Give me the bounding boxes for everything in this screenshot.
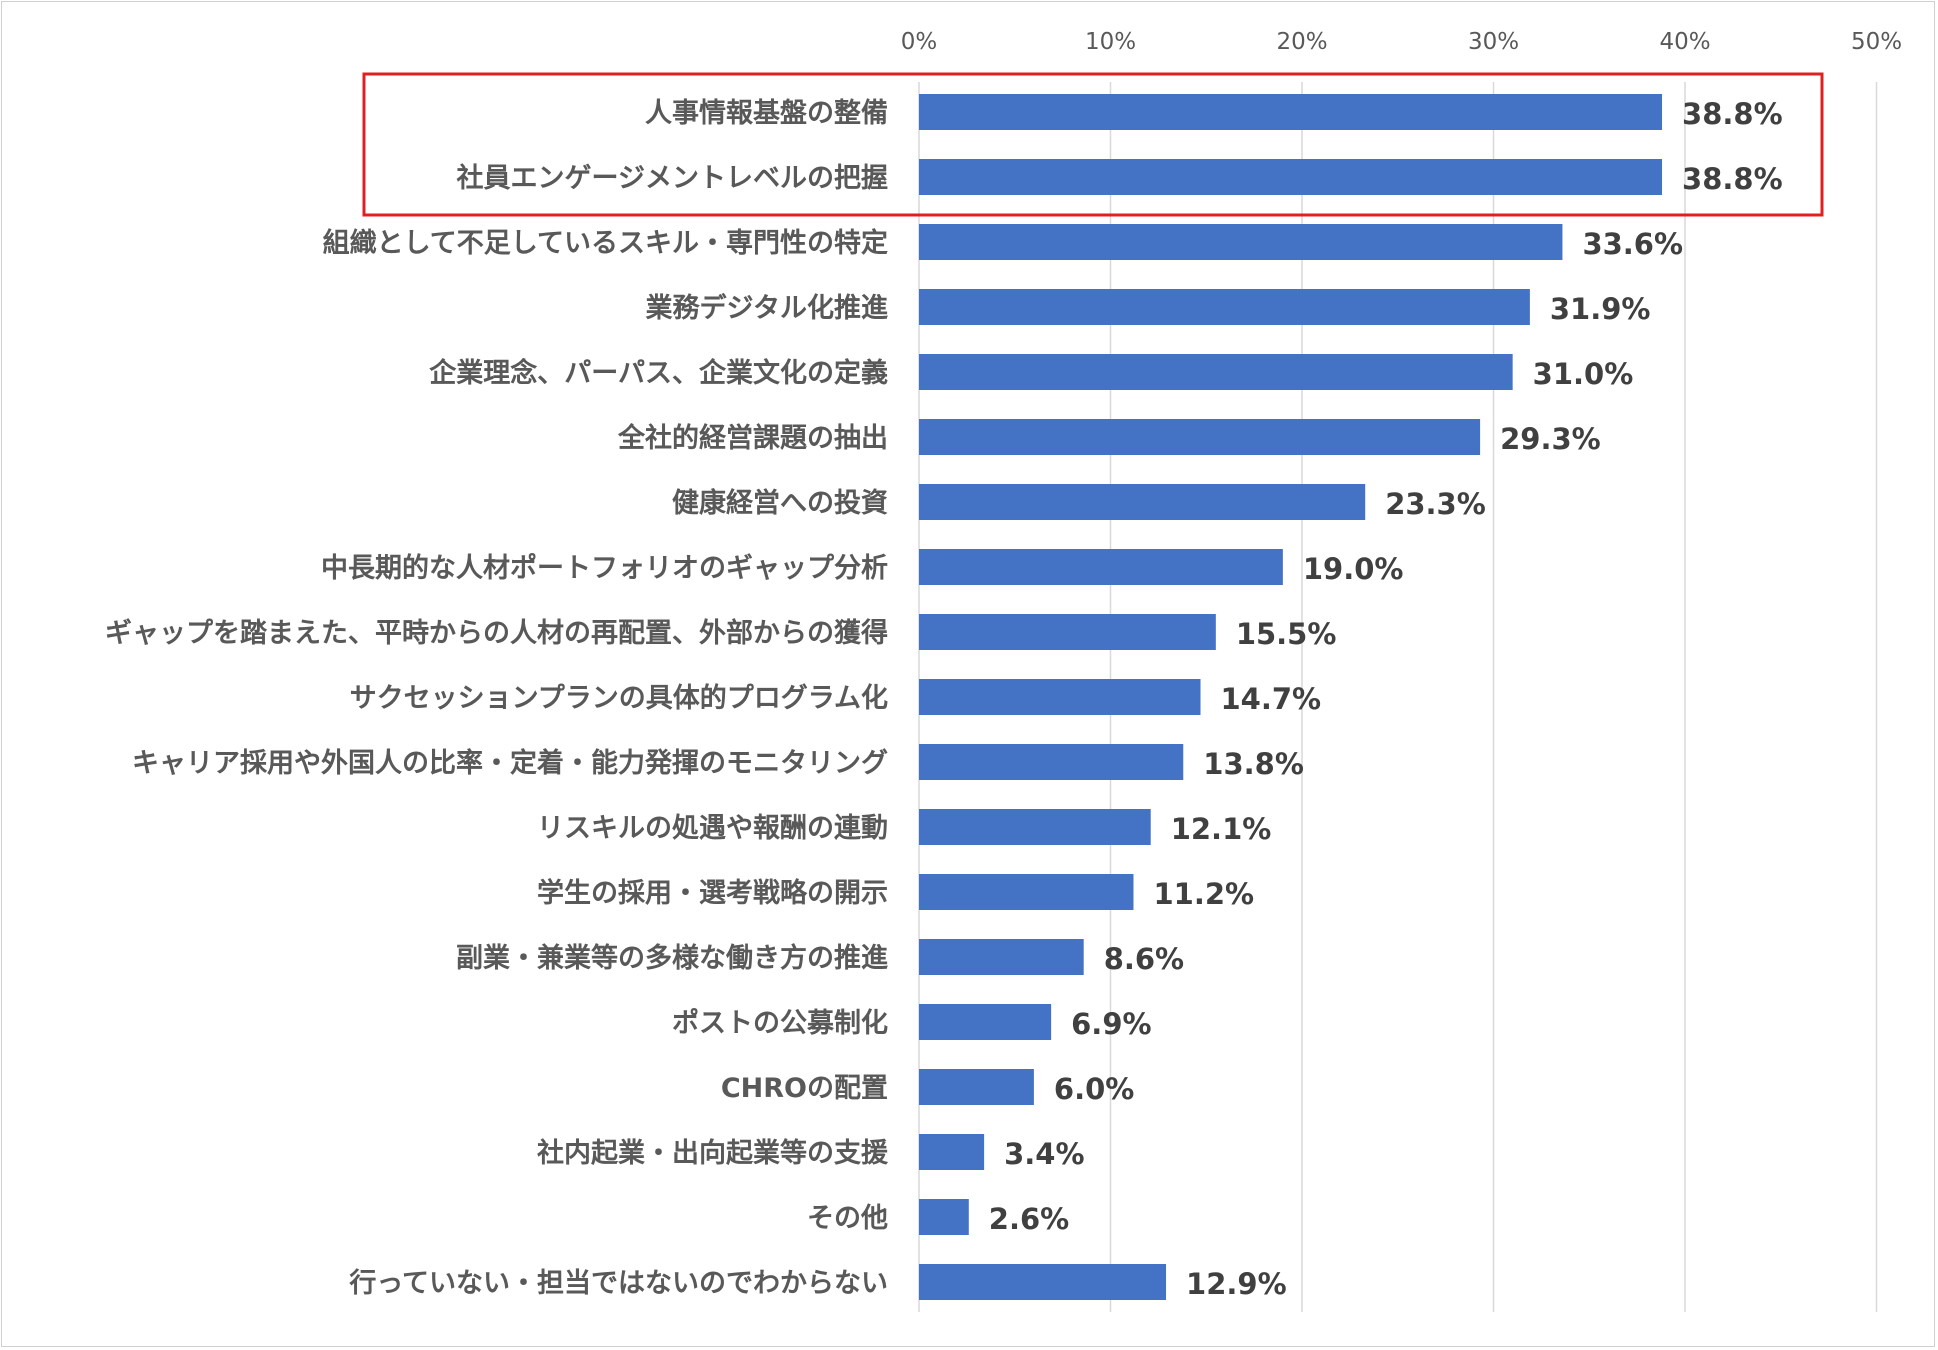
bar: [919, 1134, 985, 1170]
bar: [919, 549, 1283, 585]
x-tick-label: 40%: [1659, 29, 1710, 55]
bar: [919, 224, 1563, 260]
bar: [919, 809, 1151, 845]
category-label: 社員エンゲージメントレベルの把握: [457, 162, 888, 194]
data-label: 15.5%: [1236, 617, 1337, 651]
bars: [919, 94, 1663, 1300]
x-tick-label: 10%: [1085, 29, 1136, 55]
x-axis-ticks: 0% 10% 20% 30% 40% 50%: [901, 29, 1902, 55]
bar: [919, 289, 1530, 325]
bar: [919, 484, 1366, 520]
data-label: 29.3%: [1500, 422, 1601, 456]
bar: [919, 1004, 1052, 1040]
category-label: 人事情報基盤の整備: [645, 97, 888, 129]
bar: [919, 1199, 969, 1235]
data-label: 11.2%: [1153, 877, 1254, 911]
x-tick-label: 50%: [1851, 29, 1902, 55]
category-label: 全社的経営課題の抽出: [617, 422, 888, 454]
category-label: 社内起業・出向起業等の支援: [537, 1137, 889, 1169]
bar: [919, 874, 1134, 910]
category-label: 行っていない・担当ではないのでわからない: [348, 1267, 888, 1299]
data-label: 12.1%: [1171, 812, 1272, 846]
category-label: 業務デジタル化推進: [646, 292, 888, 324]
data-label: 19.0%: [1303, 552, 1404, 586]
category-label: リスキルの処遇や報酬の連動: [537, 812, 888, 844]
data-label: 2.6%: [989, 1202, 1069, 1236]
category-label: 企業理念、パーパス、企業文化の定義: [429, 357, 888, 389]
data-label: 6.0%: [1054, 1072, 1134, 1106]
bar: [919, 94, 1663, 130]
category-label: CHROの配置: [721, 1073, 888, 1104]
x-tick-label: 20%: [1276, 29, 1327, 55]
bar: [919, 939, 1084, 975]
data-label: 31.9%: [1550, 292, 1651, 326]
bar: [919, 1264, 1167, 1300]
category-label: 学生の採用・選考戦略の開示: [537, 877, 888, 909]
category-label: ギャップを踏まえた、平時からの人材の再配置、外部からの獲得: [105, 617, 888, 649]
bar: [919, 354, 1513, 390]
category-label: サクセッションプランの具体的プログラム化: [350, 682, 888, 714]
bar: [919, 679, 1201, 715]
category-label: 組織として不足しているスキル・専門性の特定: [323, 227, 888, 259]
data-label: 13.8%: [1203, 747, 1304, 781]
bar: [919, 419, 1481, 455]
data-label: 23.3%: [1385, 487, 1486, 521]
category-label: 副業・兼業等の多様な働き方の推進: [456, 942, 888, 974]
category-label: その他: [807, 1203, 888, 1234]
data-label: 8.6%: [1104, 942, 1184, 976]
bar: [919, 614, 1216, 650]
bar: [919, 744, 1184, 780]
category-label: ポストの公募制化: [672, 1008, 888, 1039]
data-label: 3.4%: [1004, 1137, 1084, 1171]
bar: [919, 159, 1663, 195]
data-label: 38.8%: [1682, 97, 1783, 131]
x-tick-label: 30%: [1468, 29, 1519, 55]
data-label: 38.8%: [1682, 162, 1783, 196]
highlight-box: [362, 72, 1824, 217]
data-label: 31.0%: [1533, 357, 1634, 391]
data-label: 14.7%: [1221, 682, 1322, 716]
category-label: 健康経営への投資: [672, 487, 888, 519]
bar: [919, 1069, 1034, 1105]
category-labels: 人事情報基盤の整備社員エンゲージメントレベルの把握組織として不足しているスキル・…: [105, 97, 889, 1299]
gridlines: [918, 82, 1878, 1312]
category-label: 中長期的な人材ポートフォリオのギャップ分析: [321, 552, 888, 584]
data-labels: 38.8% 38.8% 33.6% 31.9% 31.0% 29.3% 23.3% 19.0%…: [989, 97, 1783, 1301]
category-label: キャリア採用や外国人の比率・定着・能力発揮のモニタリング: [132, 747, 888, 779]
data-label: 33.6%: [1582, 227, 1683, 261]
data-label: 6.9%: [1071, 1007, 1151, 1041]
x-tick-label: 0%: [901, 29, 938, 55]
data-label: 12.9%: [1186, 1267, 1287, 1301]
